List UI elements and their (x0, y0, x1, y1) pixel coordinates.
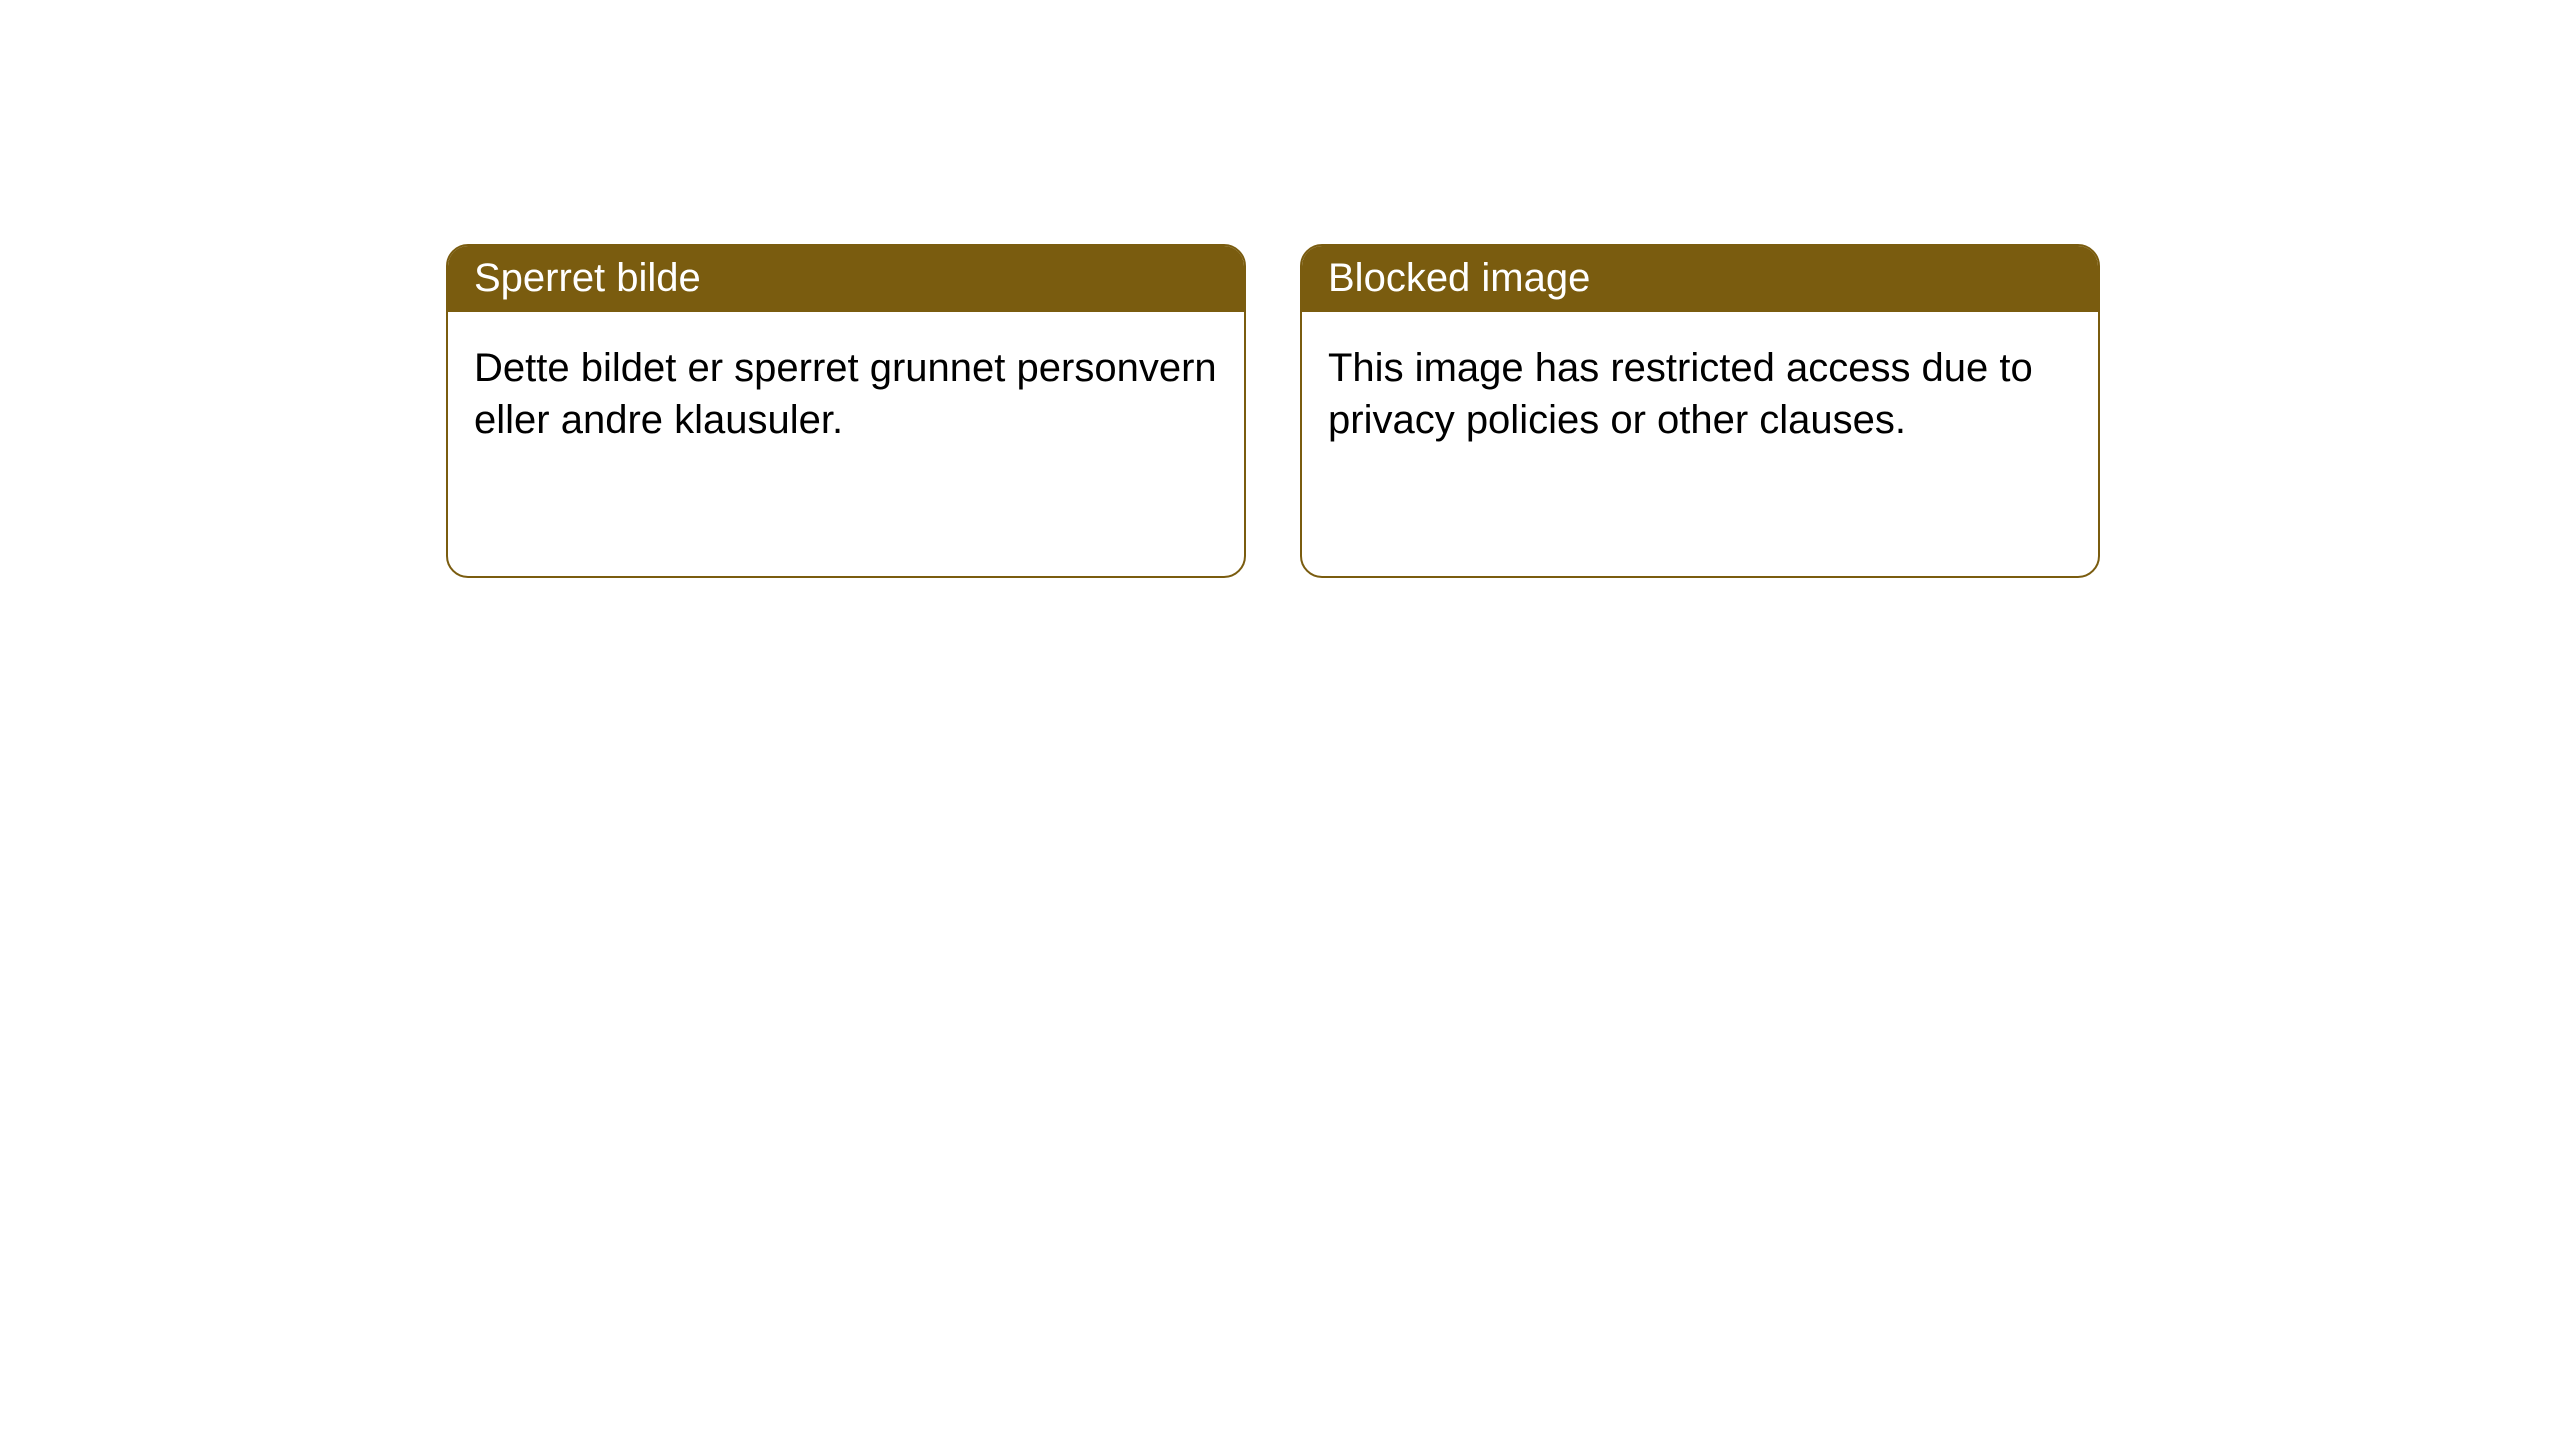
notice-container: Sperret bilde Dette bildet er sperret gr… (0, 0, 2560, 578)
notice-title-english: Blocked image (1302, 246, 2098, 312)
notice-card-norwegian: Sperret bilde Dette bildet er sperret gr… (446, 244, 1246, 578)
notice-card-english: Blocked image This image has restricted … (1300, 244, 2100, 578)
notice-body-norwegian: Dette bildet er sperret grunnet personve… (448, 312, 1244, 476)
notice-title-norwegian: Sperret bilde (448, 246, 1244, 312)
notice-body-english: This image has restricted access due to … (1302, 312, 2098, 476)
